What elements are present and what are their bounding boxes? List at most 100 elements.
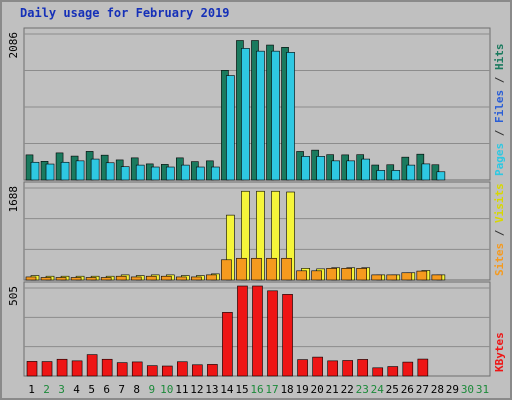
x-tick-label-day-26: 26: [401, 383, 414, 396]
bar-kbytes-day-27: [417, 358, 429, 377]
bar-sites-day-10: [160, 275, 172, 281]
x-tick-label-day-31: 31: [476, 383, 489, 396]
bar-kbytes-day-9: [146, 365, 158, 377]
bar-kbytes-day-22: [342, 360, 353, 377]
x-tick-label-day-21: 21: [326, 383, 339, 396]
bar-pages-day-2: [45, 163, 55, 181]
bar-pages-day-25: [391, 170, 401, 181]
bar-kbytes-day-20: [312, 356, 323, 377]
bar-pages-day-23: [361, 158, 371, 181]
bar-sites-day-7: [115, 275, 127, 281]
bar-kbytes-day-11: [177, 361, 188, 377]
panel-mid-legend: Sites / Visits: [493, 183, 506, 276]
bar-kbytes-day-19: [297, 359, 308, 377]
bar-pages-day-15: [241, 48, 250, 181]
bar-sites-day-1: [25, 276, 37, 281]
bar-kbytes-day-12: [192, 364, 203, 377]
bar-sites-day-15: [236, 257, 247, 281]
panel-bot-max-label: 505: [7, 286, 20, 306]
bar-kbytes-day-3: [56, 358, 68, 377]
x-tick-label-day-17: 17: [265, 383, 278, 396]
bar-pages-day-11: [181, 164, 190, 181]
chart-panels: 2086 Pages / Files / Hits 1688 Sites / Visi…: [7, 27, 506, 377]
bar-kbytes-day-4: [71, 360, 83, 377]
panel-bot: 505 KBytes: [7, 281, 506, 377]
bar-kbytes-day-14: [222, 312, 233, 377]
bar-kbytes-day-21: [327, 360, 338, 377]
bar-sites-day-27: [416, 270, 428, 281]
x-tick-label-day-13: 13: [205, 383, 218, 396]
x-tick-label-day-9: 9: [148, 383, 155, 396]
panel-top-legend: Pages / Files / Hits: [493, 44, 506, 177]
bar-sites-day-18: [281, 257, 292, 281]
legend-entry: Visits: [493, 183, 506, 223]
legend-entry: KBytes: [493, 332, 506, 372]
bar-kbytes-day-5: [86, 354, 98, 377]
bar-pages-day-13: [211, 166, 220, 181]
bar-pages-day-17: [271, 50, 280, 181]
x-tick-label-day-4: 4: [73, 383, 80, 396]
bar-pages-day-10: [165, 166, 175, 181]
bar-pages-day-1: [30, 161, 40, 181]
bar-pages-day-26: [406, 164, 416, 181]
bar-sites-day-3: [55, 277, 67, 281]
bar-pages-day-27: [421, 163, 431, 181]
bar-pages-day-3: [60, 161, 70, 181]
x-tick-label-day-7: 7: [118, 383, 125, 396]
x-tick-label-day-28: 28: [431, 383, 444, 396]
bar-pages-day-8: [135, 164, 145, 181]
bar-kbytes-day-1: [26, 361, 38, 377]
panel-bot-legend: KBytes: [493, 332, 506, 372]
bar-sites-day-24: [371, 274, 383, 281]
x-tick-label-day-18: 18: [280, 383, 293, 396]
panel-top-max-label: 2086: [7, 32, 20, 59]
x-tick-label-day-29: 29: [446, 383, 459, 396]
bar-kbytes-day-13: [207, 364, 218, 377]
bar-pages-day-21: [331, 160, 340, 181]
bar-pages-day-5: [90, 158, 100, 181]
bar-sites-day-4: [70, 277, 82, 281]
x-tick-label-day-14: 14: [220, 383, 234, 396]
bar-pages-day-28: [436, 171, 446, 181]
bar-sites-day-11: [176, 276, 187, 281]
bar-pages-day-14: [226, 75, 235, 181]
x-tick-label-day-11: 11: [175, 383, 188, 396]
x-tick-label-day-27: 27: [416, 383, 429, 396]
x-tick-label-day-15: 15: [235, 383, 248, 396]
bar-sites-day-13: [206, 274, 217, 281]
bar-pages-day-12: [196, 166, 205, 181]
bar-sites-day-8: [130, 276, 142, 281]
bar-pages-day-9: [150, 166, 160, 181]
x-tick-label-day-16: 16: [250, 383, 263, 396]
bar-kbytes-day-6: [101, 358, 113, 377]
bar-sites-day-14: [221, 259, 232, 281]
x-tick-label-day-3: 3: [58, 383, 65, 396]
bar-kbytes-day-10: [161, 365, 173, 377]
bar-sites-day-6: [100, 277, 112, 281]
bar-sites-day-16: [251, 257, 262, 281]
bar-sites-day-22: [341, 268, 352, 281]
bar-sites-day-28: [431, 274, 443, 281]
bar-pages-day-18: [286, 52, 295, 181]
legend-entry: /: [493, 70, 506, 90]
bar-pages-day-16: [256, 50, 265, 181]
bar-kbytes-day-23: [357, 359, 369, 377]
legend-entry: Files: [493, 90, 506, 123]
legend-entry: Sites: [493, 243, 506, 276]
bar-pages-day-6: [105, 162, 115, 181]
bar-kbytes-day-2: [41, 361, 53, 377]
bar-pages-day-24: [376, 170, 386, 181]
x-tick-label-day-30: 30: [461, 383, 474, 396]
bar-kbytes-day-15: [237, 285, 248, 377]
x-tick-label-day-19: 19: [295, 383, 308, 396]
x-tick-label-day-8: 8: [133, 383, 140, 396]
panel-top: 2086 Pages / Files / Hits: [7, 27, 506, 181]
bar-sites-day-19: [296, 270, 307, 281]
bar-pages-day-22: [346, 160, 355, 181]
legend-entry: /: [493, 123, 506, 143]
x-tick-label-day-25: 25: [386, 383, 399, 396]
legend-entry: Hits: [493, 44, 506, 71]
bar-sites-day-25: [386, 274, 398, 281]
bar-sites-day-17: [266, 257, 277, 281]
bar-sites-day-5: [85, 277, 97, 281]
